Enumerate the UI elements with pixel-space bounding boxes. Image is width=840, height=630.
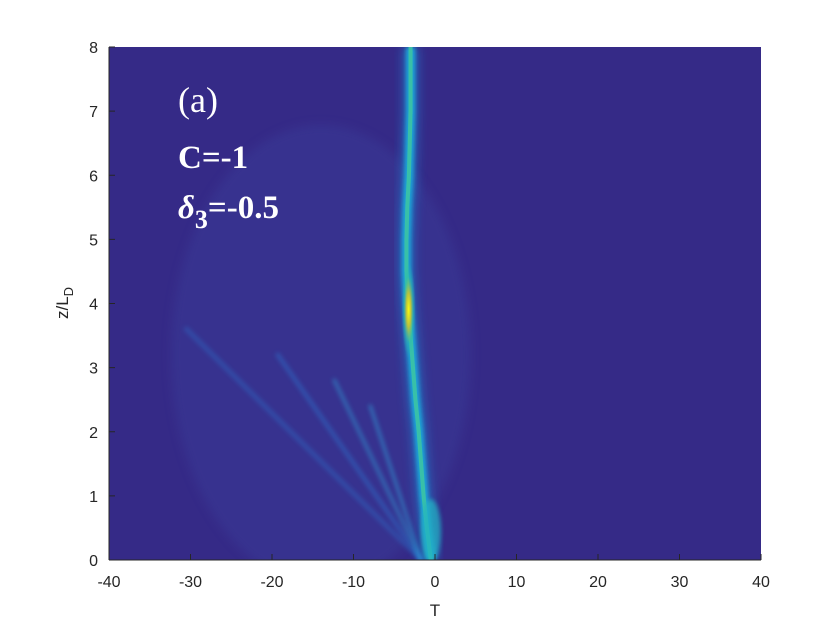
x-tick-label: 20 xyxy=(589,574,607,591)
y-axis-label-subscript: D xyxy=(61,287,76,296)
radiation-ray xyxy=(275,352,424,560)
svg-text:z/LD: z/LD xyxy=(53,287,76,319)
x-tick-label: -20 xyxy=(260,574,283,591)
x-tick-label: 0 xyxy=(431,574,440,591)
y-axis-label: z/L xyxy=(53,296,72,319)
x-tick-label: 10 xyxy=(508,574,526,591)
param-delta-label: δ3=-0.5 xyxy=(178,190,279,234)
delta-value: =-0.5 xyxy=(208,190,279,226)
beam-origin xyxy=(420,499,441,560)
x-tick-label: -10 xyxy=(342,574,365,591)
y-tick-label: 7 xyxy=(89,104,98,121)
y-tick-label: 2 xyxy=(89,425,98,442)
x-tick-label: 30 xyxy=(671,574,689,591)
y-tick-label: 8 xyxy=(89,40,98,57)
x-axis-label: T xyxy=(430,601,440,620)
y-tick-label: 6 xyxy=(89,168,98,185)
radiation-haze xyxy=(170,124,471,560)
delta-subscript: 3 xyxy=(195,205,208,234)
y-tick-label: 4 xyxy=(89,297,98,314)
y-tick-label: 1 xyxy=(89,489,98,506)
delta-symbol: δ xyxy=(178,190,195,226)
x-ticks: -40 -30 -20 -10 0 10 20 30 40 xyxy=(97,554,770,591)
radiation-ray xyxy=(368,404,423,560)
heatmap-field xyxy=(170,47,471,560)
y-axis-label-group: z/LD xyxy=(53,287,76,319)
x-tick-label: 40 xyxy=(752,574,770,591)
y-ticks: 0 1 2 3 4 5 6 7 8 xyxy=(89,40,115,570)
y-tick-label: 3 xyxy=(89,361,98,378)
x-tick-label: -40 xyxy=(97,574,120,591)
y-tick-label: 5 xyxy=(89,232,98,249)
radiation-ray xyxy=(332,378,424,560)
x-tick-label: -30 xyxy=(179,574,202,591)
y-tick-label: 0 xyxy=(89,553,98,570)
panel-label: (a) xyxy=(178,80,218,120)
beam-peak xyxy=(401,261,416,358)
radiation-ray xyxy=(183,326,424,560)
param-c-label: C=-1 xyxy=(178,140,248,176)
